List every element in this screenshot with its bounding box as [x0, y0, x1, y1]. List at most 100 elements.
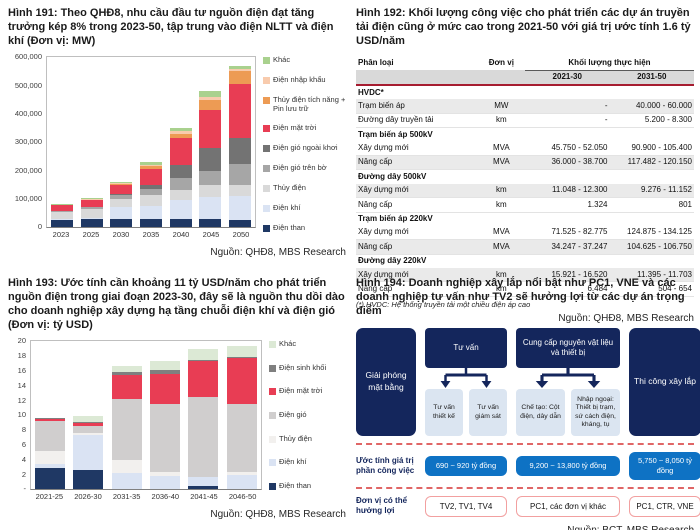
bar-segment [226, 356, 257, 359]
row-value-2021-30: 36.000 - 38.700 [524, 155, 610, 170]
legend-swatch [263, 224, 270, 232]
legend-label: Điện khí [273, 202, 301, 212]
figure-194-beneficiary-row: Đơn vị có thể hưởng lợi TV2, TV1, TV4 PC1… [356, 495, 700, 517]
legend-label: Điện than [279, 480, 312, 490]
row-unit: km [477, 268, 525, 282]
legend-swatch [269, 459, 276, 467]
stacked-bar [150, 360, 181, 490]
stacked-bar [226, 345, 257, 490]
y-tick-label: 200,000 [14, 165, 42, 175]
bar-segment [188, 486, 219, 490]
bar-segment [199, 184, 222, 198]
legend-label: Thủy điện [279, 433, 312, 443]
bar-segment [150, 370, 181, 374]
beneficiary-box: PC1, các đơn vị khác [516, 495, 620, 517]
bar-segment [229, 84, 252, 138]
row-value-2021-30: 71.525 - 82.775 [551, 227, 608, 237]
bar-segment [111, 473, 142, 490]
bar-segment [199, 218, 222, 228]
figure-192-footnote: (*) HVDC: Hệ thống truyền tải một chiều … [356, 299, 531, 309]
bar-segment [80, 200, 103, 208]
bar-segment [169, 138, 192, 165]
bar-segment [50, 205, 73, 211]
legend-label: Điện nhập khẩu [273, 75, 326, 85]
bar-segment [73, 470, 104, 490]
value-box: 9,200 ~ 13,800 tỷ đồng [516, 455, 620, 476]
bar-segment [111, 399, 142, 461]
bar-segment [110, 183, 133, 184]
bar-segment [73, 425, 104, 434]
row-value-2021-30: - [604, 115, 608, 125]
bar-segment [73, 416, 104, 423]
figure-193-title: Hình 193: Ước tính cần khoảng 11 tỷ USD/… [8, 277, 345, 332]
legend-item: Thủy điện [263, 182, 346, 193]
figure-191-title: Hình 191: Theo QHĐ8, nhu cầu đầu tư nguồ… [8, 7, 334, 48]
x-tick-label: 2036-40 [151, 492, 180, 502]
legend-label: Điện gió [279, 410, 307, 419]
row-label: Nâng cấp [358, 199, 393, 209]
figure-191-legend: Khác Điện nhập khẩu Thủy điện tích năng + … [263, 56, 346, 232]
y-tick-label: 6 [21, 439, 26, 449]
dashed-divider [356, 486, 694, 489]
y-tick-label: 2 [21, 469, 26, 479]
flow-split-column: Cung cấp nguyên vật liệu và thiết bị Chế … [516, 328, 620, 437]
bar-segment [111, 365, 142, 372]
row-label: Nâng cấp [358, 283, 393, 293]
table-row: Trạm biến áp MW -40.000 - 60.000 [356, 99, 694, 114]
bar-segment [139, 184, 162, 189]
legend-label: Điện khí [279, 457, 307, 467]
flow-top-box: Tư vấn [425, 328, 507, 369]
table-section-row: Đường dây 500kV [356, 169, 694, 184]
bar-segment [35, 421, 66, 451]
bar-segment [169, 127, 192, 131]
row-value-2021-30: 34.247 - 37.247 [524, 239, 610, 255]
legend-item: Điện mặt trời [269, 387, 346, 396]
row-value-2031-50: 11.395 - 11.703 [609, 268, 694, 282]
row-value-2021-30: - [524, 99, 610, 114]
bar-segment [199, 96, 222, 100]
y-tick-label: 18 [17, 351, 26, 361]
bar-segment [169, 164, 192, 178]
row-value-2021-30: 11.048 - 12.300 [524, 183, 610, 198]
section-label: Trạm biến áp 500kV [358, 129, 433, 139]
x-tick-label: 2041-45 [190, 492, 218, 502]
table-section-row: Trạm biến áp 220kV [356, 212, 694, 226]
bar-segment [139, 162, 162, 165]
bar-segment [139, 194, 162, 206]
bar-segment [199, 197, 222, 219]
legend-item: Điện khí [269, 457, 346, 467]
value-row-label: Ước tính giá trị phần công việc [356, 455, 415, 475]
bar-segment [199, 147, 222, 171]
legend-swatch [263, 165, 270, 173]
figure-191-chart: 600,000 500,000 400,000 300,000 200,000 100,0… [8, 52, 346, 240]
row-unit: MVA [477, 155, 525, 170]
legend-swatch [269, 341, 276, 349]
stacked-bar [110, 181, 133, 228]
figure-193-chart: 20 18 16 14 12 10 8 6 4 2- 2021-25 2026-30 2031-35 2… [8, 336, 346, 502]
value-box: 690 ~ 920 tỷ đồng [425, 455, 507, 476]
table-row: Nâng cấp km 6.484 504 - 654 [356, 282, 694, 297]
x-tick-label: 2045 [202, 230, 220, 240]
x-tick-label: 2046-50 [228, 492, 257, 502]
branch-arrows-icon [516, 368, 620, 389]
legend-label: Thủy điện [273, 182, 306, 192]
row-label: Xây dựng mới [358, 143, 409, 153]
y-tick-label: 14 [17, 380, 26, 390]
y-tick-label: 16 [17, 365, 26, 375]
bar-segment [199, 91, 222, 97]
bar-segment [80, 219, 103, 228]
bar-segment [110, 183, 133, 186]
figure-191: Hình 191: Theo QHĐ8, nhu cầu đầu tư nguồ… [8, 6, 346, 258]
figure-191-source: Nguồn: QHĐ8, MBS Research [210, 247, 346, 259]
col-header-period-2031-50: 2031-50 [609, 70, 694, 86]
stacked-bar [80, 198, 103, 228]
figure-193-source: Nguồn: QHĐ8, MBS Research [210, 509, 346, 521]
bar-segment [229, 184, 252, 197]
table-row: Nâng cấp MVA 36.000 - 38.700 117.482 - 120.… [356, 155, 694, 170]
row-label: Xây dựng mới [356, 183, 478, 198]
figure-193: Hình 193: Ước tính cần khoảng 11 tỷ USD/… [8, 276, 346, 520]
legend-item: Điện than [269, 480, 346, 491]
legend-label: Điện mặt trời [273, 123, 317, 133]
table-row: Đường dây truyền tải km - 5.200 - 8.300 [356, 113, 694, 128]
legend-item: Khác [263, 56, 346, 65]
